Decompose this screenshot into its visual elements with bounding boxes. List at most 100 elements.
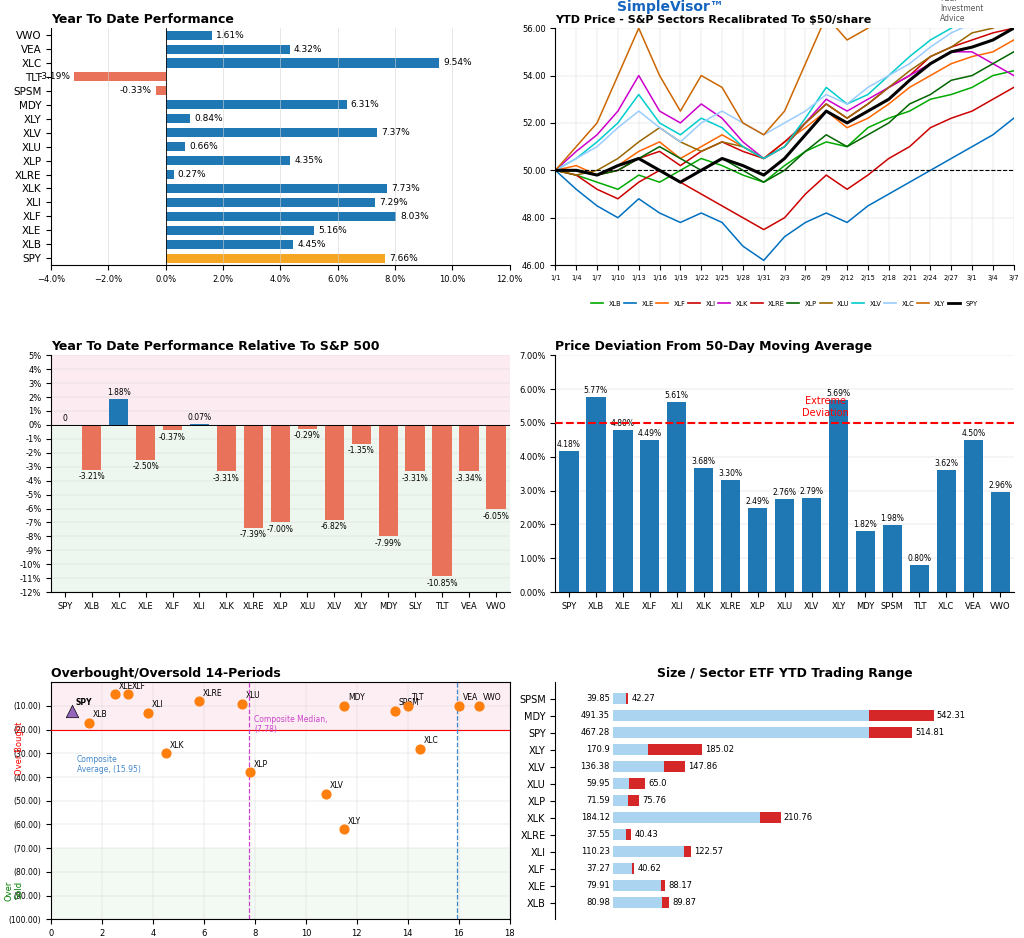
XLE	[653, 207, 666, 219]
Text: MDY: MDY	[348, 693, 365, 703]
XLE	[549, 165, 561, 176]
XLI	[778, 136, 791, 147]
XLC	[862, 82, 874, 93]
XLP	[758, 176, 770, 188]
Text: SPY: SPY	[76, 698, 92, 707]
XLY	[591, 117, 603, 129]
Bar	[613, 693, 626, 704]
Text: 185.02: 185.02	[706, 745, 734, 754]
Text: 4.35%: 4.35%	[295, 156, 324, 165]
Text: 7.37%: 7.37%	[381, 129, 410, 137]
XLY	[570, 141, 583, 152]
Point	[336, 822, 352, 837]
Point	[399, 699, 416, 714]
XLP	[862, 129, 874, 141]
XLV	[716, 122, 728, 133]
XLY	[611, 70, 624, 82]
XLP	[987, 58, 999, 69]
Bar	[189, 424, 209, 425]
XLU	[925, 51, 937, 62]
XLF	[633, 145, 645, 157]
XLB	[653, 176, 666, 188]
XLB	[716, 160, 728, 172]
Bar	[486, 425, 506, 509]
XLF	[987, 46, 999, 57]
Bar	[166, 212, 396, 220]
XLK	[862, 94, 874, 105]
XLI	[695, 145, 708, 157]
XLY	[800, 58, 812, 69]
XLB	[736, 170, 749, 181]
Text: 4.50%: 4.50%	[962, 429, 985, 438]
Text: 3.62%: 3.62%	[934, 459, 958, 468]
XLK	[611, 105, 624, 116]
Text: Over
Sold: Over Sold	[4, 881, 24, 901]
XLP	[611, 165, 624, 176]
Text: 0: 0	[62, 415, 68, 423]
Text: 170.9: 170.9	[586, 745, 610, 754]
XLV	[987, 0, 999, 10]
Bar	[760, 812, 780, 824]
XLE	[841, 217, 853, 228]
Bar	[775, 499, 795, 592]
Text: 2.96%: 2.96%	[988, 481, 1013, 490]
XLY	[549, 165, 561, 176]
Bar	[721, 480, 740, 592]
XLC	[653, 122, 666, 133]
Line: XLE: XLE	[555, 118, 1014, 261]
Point	[106, 687, 123, 702]
XLU	[570, 170, 583, 181]
XLE	[883, 189, 895, 200]
Text: Year To Date Performance Relative To S&P 500: Year To Date Performance Relative To S&P…	[51, 340, 380, 353]
XLE	[570, 184, 583, 195]
XLE	[758, 255, 770, 266]
XLU	[611, 153, 624, 164]
XLE	[820, 207, 833, 219]
SPY	[611, 160, 624, 172]
Text: 88.17: 88.17	[669, 882, 692, 890]
XLU	[800, 117, 812, 129]
Text: -7.00%: -7.00%	[267, 525, 294, 534]
XLF	[674, 153, 686, 164]
Text: 40.62: 40.62	[637, 865, 662, 873]
Bar	[166, 114, 189, 123]
XLI	[841, 113, 853, 124]
Text: 0.84%: 0.84%	[195, 114, 223, 123]
XLU	[987, 23, 999, 34]
XLB	[945, 89, 957, 100]
Text: 89.87: 89.87	[672, 899, 696, 907]
Text: 514.81: 514.81	[915, 728, 944, 737]
Bar	[432, 425, 452, 576]
XLV	[570, 153, 583, 164]
Text: 8.03%: 8.03%	[400, 212, 429, 220]
Text: 7.73%: 7.73%	[391, 184, 420, 193]
XLV	[966, 10, 978, 22]
XLRE	[591, 184, 603, 195]
Text: 2.76%: 2.76%	[772, 488, 797, 497]
Line: XLRE: XLRE	[555, 87, 1014, 230]
Point	[120, 687, 136, 702]
Text: 7.66%: 7.66%	[389, 253, 418, 263]
Text: 5.61%: 5.61%	[665, 391, 689, 401]
XLC	[820, 89, 833, 100]
XLE	[633, 193, 645, 204]
XLRE	[925, 122, 937, 133]
Text: -2.50%: -2.50%	[132, 462, 159, 471]
XLI	[758, 153, 770, 164]
Bar	[109, 399, 128, 425]
Text: 40.43: 40.43	[635, 830, 658, 840]
Text: 7.29%: 7.29%	[379, 198, 408, 207]
Text: VWO: VWO	[483, 693, 502, 703]
XLC	[611, 122, 624, 133]
XLU	[653, 122, 666, 133]
SPY	[862, 105, 874, 116]
XLI	[883, 82, 895, 93]
Bar	[694, 468, 714, 592]
Bar	[166, 58, 439, 68]
Bar	[613, 761, 665, 772]
Bar	[379, 425, 398, 537]
XLB	[633, 170, 645, 181]
XLRE	[611, 193, 624, 204]
Bar	[667, 402, 686, 592]
XLU	[862, 98, 874, 110]
